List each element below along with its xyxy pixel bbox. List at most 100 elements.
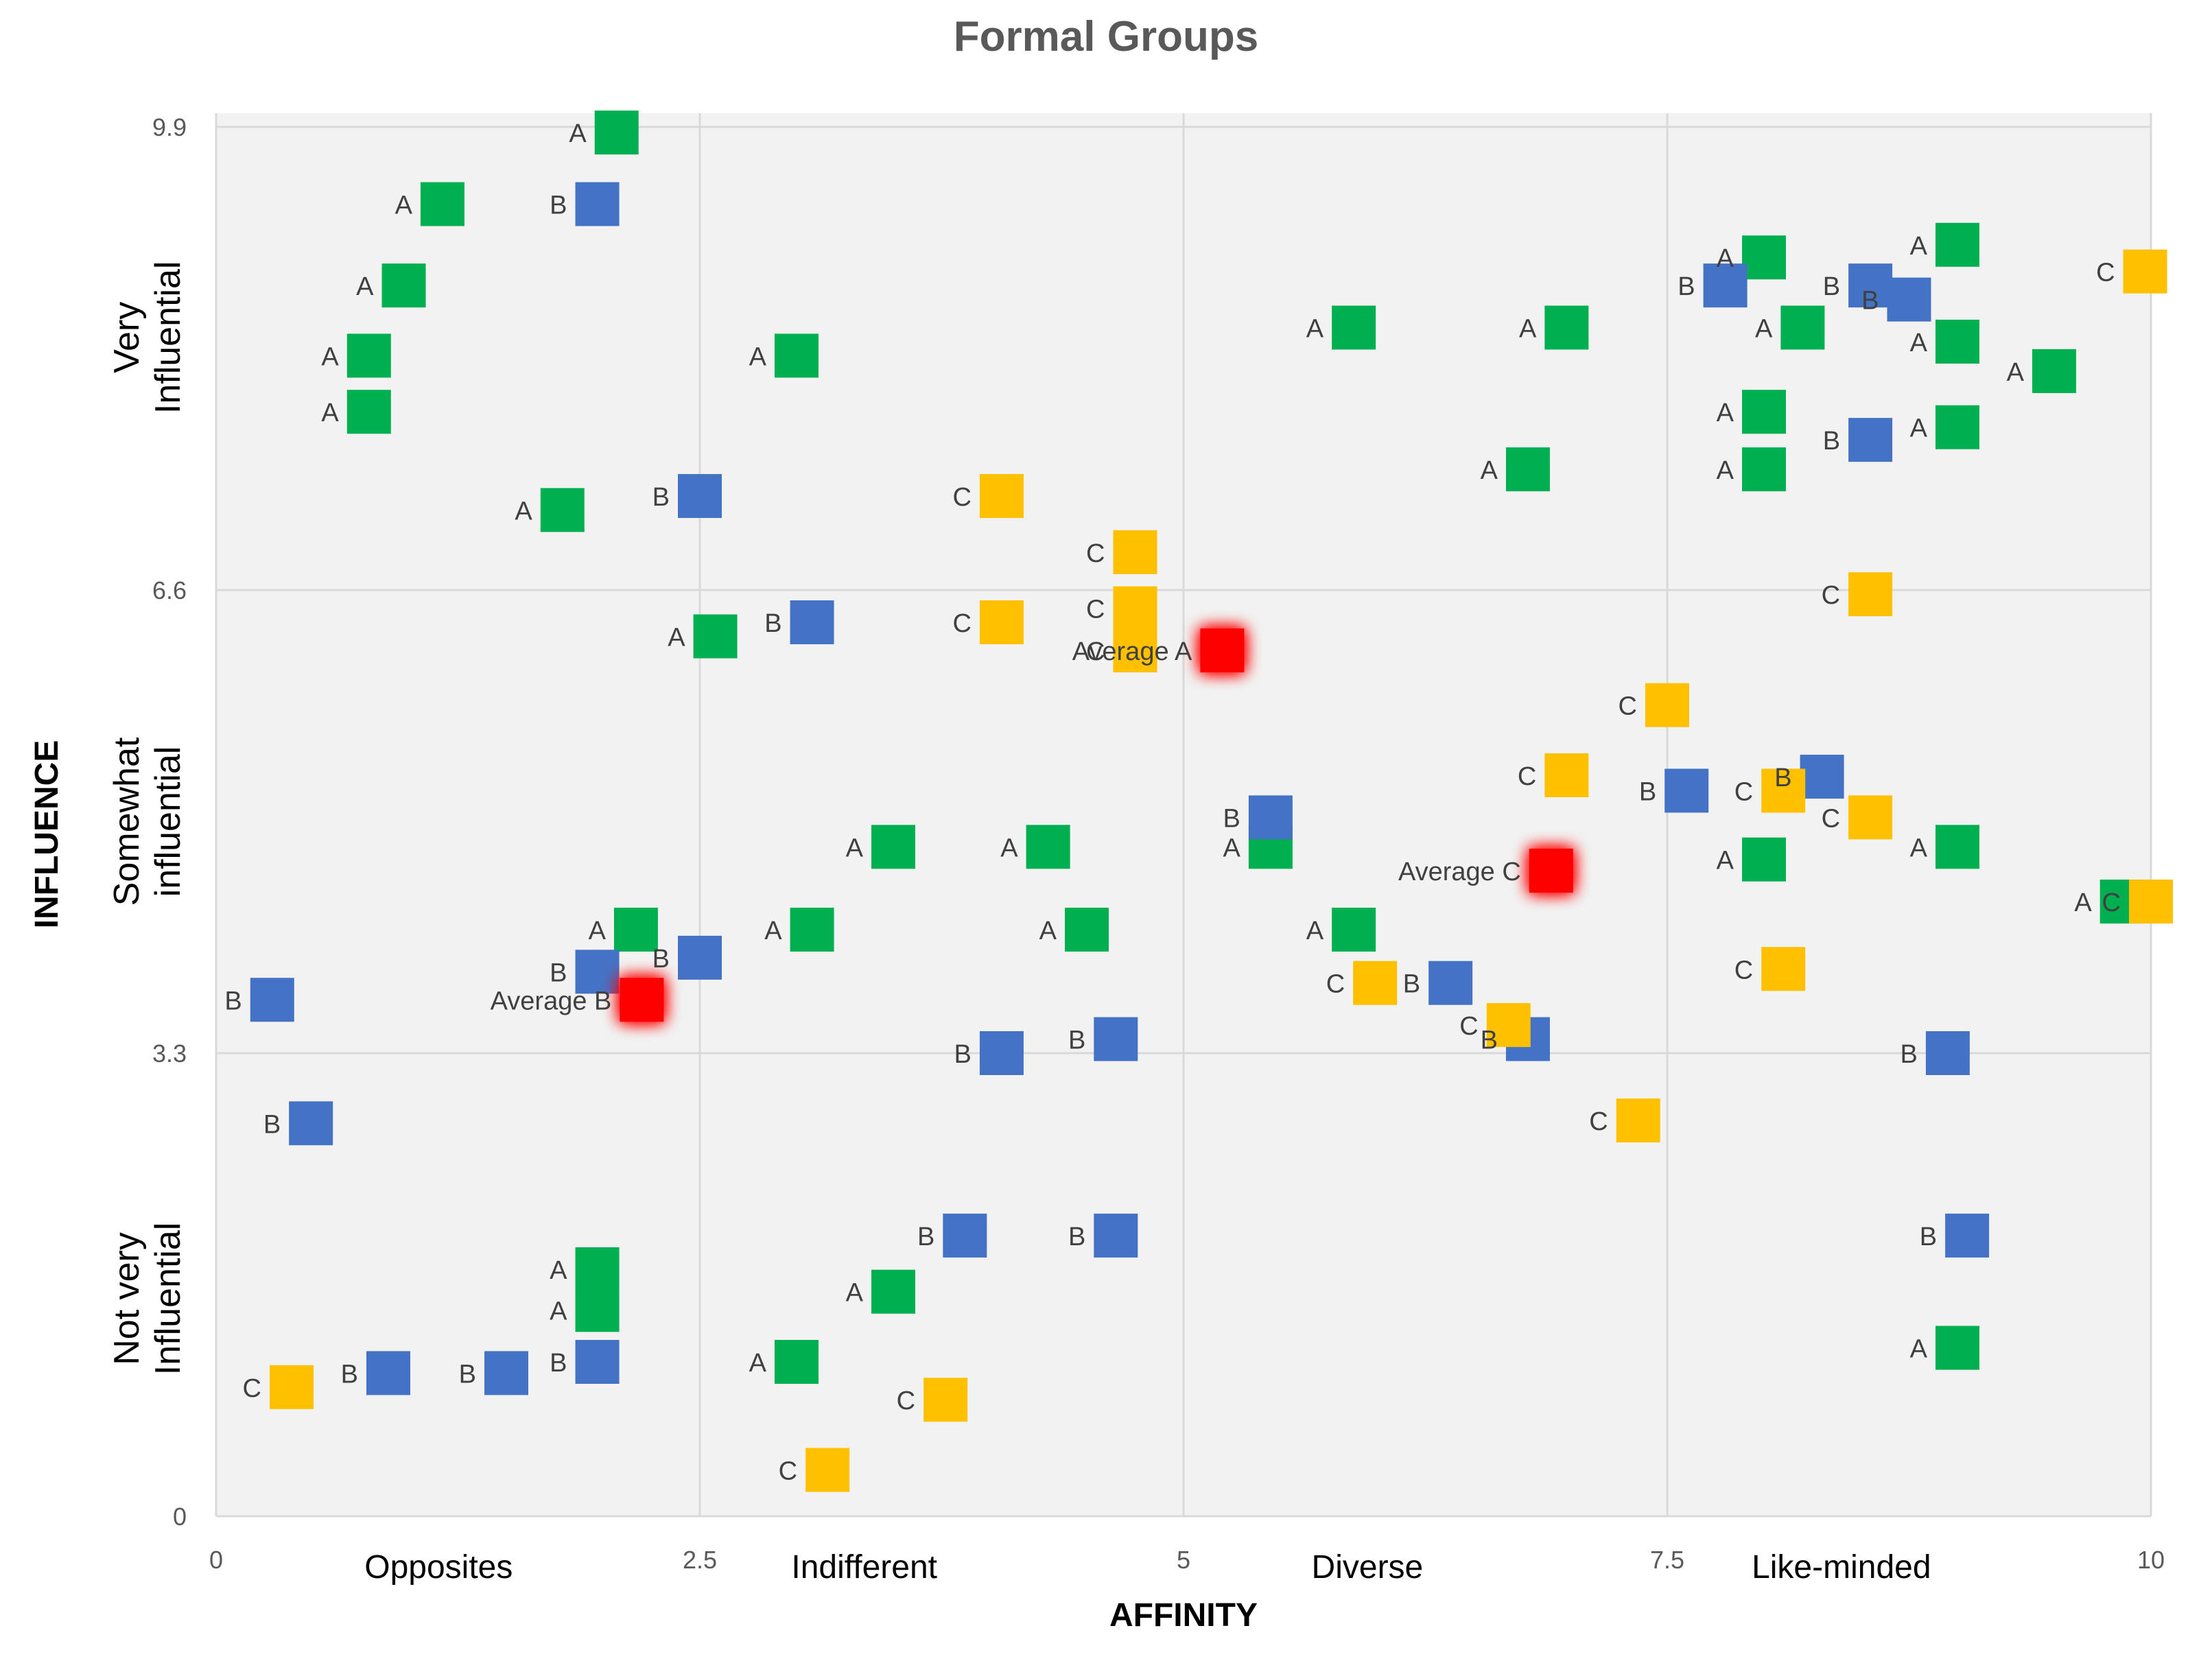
point-label: C: [2096, 259, 2115, 287]
series-c-point: [1544, 753, 1589, 797]
series-c-point: [1113, 628, 1157, 672]
point-label: B: [764, 609, 781, 638]
point-label: C: [1734, 956, 1753, 985]
point-label: A: [668, 624, 685, 652]
series-c-point: [1113, 586, 1157, 631]
series-a-point: [1936, 1326, 1979, 1370]
point-label: C: [1326, 970, 1345, 999]
y-category-line1: Somewhat: [107, 737, 147, 906]
point-label: B: [1901, 1040, 1918, 1069]
point-label: C: [1734, 778, 1753, 807]
point-label: A: [749, 1349, 767, 1378]
series-a-point: [2032, 349, 2076, 393]
point-label: A: [356, 272, 374, 301]
point-label: B: [550, 958, 567, 987]
data-points: [250, 110, 2173, 1492]
series-a-point: [1332, 305, 1376, 350]
series-c-point: [1761, 768, 1806, 813]
average-marker: [1529, 849, 1573, 893]
x-category-label: Indifferent: [791, 1549, 937, 1586]
y-category-label: Very Influential: [107, 261, 188, 414]
point-label: B: [1639, 778, 1656, 807]
point-label: A: [515, 497, 532, 526]
series-c-point: [923, 1378, 968, 1422]
x-category-label: Diverse: [1312, 1549, 1424, 1586]
point-label: B: [1678, 272, 1695, 301]
point-label: A: [321, 399, 339, 427]
point-label: A: [550, 1297, 567, 1326]
series-a-point: [790, 908, 834, 952]
series-c-point: [1616, 1098, 1660, 1143]
point-label: C: [1822, 581, 1840, 610]
point-label: A: [1717, 399, 1734, 427]
series-c-point: [979, 600, 1024, 645]
point-label: B: [1861, 287, 1879, 316]
x-tick-label: 10: [2137, 1546, 2165, 1574]
point-label: A: [1910, 1335, 1928, 1364]
point-label: A: [1717, 244, 1734, 273]
point-label: C: [1589, 1107, 1608, 1136]
point-label: B: [1823, 427, 1840, 456]
series-a-point: [1742, 235, 1786, 280]
point-label: B: [224, 987, 242, 1015]
point-label: A: [1910, 414, 1928, 443]
point-label: A: [2007, 358, 2025, 387]
series-a-point: [1505, 447, 1550, 492]
point-label: C: [1086, 596, 1105, 624]
category-labels: Opposites Indifferent Diverse Like-minded Ve…: [107, 261, 1931, 1586]
point-label: B: [1223, 804, 1240, 833]
average-label: Average B: [491, 987, 612, 1015]
series-b-point: [1094, 1213, 1138, 1258]
series-a-point: [1742, 447, 1786, 492]
average-label: Average C: [1398, 858, 1521, 886]
series-a-point: [1936, 319, 1979, 364]
x-tick-label: 2.5: [683, 1546, 717, 1574]
series-a-point: [1544, 305, 1589, 350]
series-b-point: [979, 1031, 1024, 1075]
point-label: A: [589, 917, 607, 945]
point-label: A: [1755, 315, 1773, 344]
point-label: B: [550, 1349, 567, 1378]
series-a-point: [1332, 908, 1376, 952]
series-a-point: [775, 333, 819, 378]
y-tick-label: 3.3: [152, 1039, 187, 1068]
series-b-point: [1925, 1031, 1970, 1075]
y-category-line2: Influential: [148, 261, 188, 414]
point-label: B: [1068, 1026, 1085, 1055]
series-a-point: [693, 614, 738, 659]
point-label: C: [1822, 804, 1840, 833]
average-marker: [1200, 628, 1245, 672]
series-b-point: [1800, 755, 1844, 799]
point-label: A: [569, 119, 587, 148]
point-label: B: [652, 483, 670, 512]
y-category-line2: Influential: [148, 1223, 188, 1376]
point-label: A: [321, 342, 339, 371]
series-a-point: [1936, 825, 1979, 869]
point-label: B: [550, 191, 567, 220]
series-b-point: [575, 182, 620, 226]
series-a-point: [1026, 825, 1070, 869]
series-b-point: [289, 1101, 333, 1146]
x-tick-label: 0: [209, 1546, 223, 1574]
x-category-label: Like-minded: [1752, 1549, 1931, 1586]
series-b-point: [678, 935, 722, 980]
series-a-point: [871, 1269, 915, 1314]
point-label: B: [459, 1360, 476, 1389]
series-b-point: [1094, 1017, 1138, 1061]
series-b-point: [790, 600, 834, 645]
series-a-point: [1780, 305, 1825, 350]
series-b-point: [575, 950, 620, 994]
point-label: A: [749, 342, 767, 371]
series-a-point: [775, 1340, 819, 1384]
series-b-point: [484, 1351, 528, 1395]
series-b-point: [1703, 263, 1748, 308]
average-label: Average A: [1072, 637, 1192, 666]
series-a-point: [381, 263, 426, 308]
y-tick-label: 0: [173, 1503, 187, 1531]
point-label: B: [1481, 1026, 1498, 1055]
point-label: B: [263, 1110, 281, 1139]
series-a-point: [613, 908, 658, 952]
